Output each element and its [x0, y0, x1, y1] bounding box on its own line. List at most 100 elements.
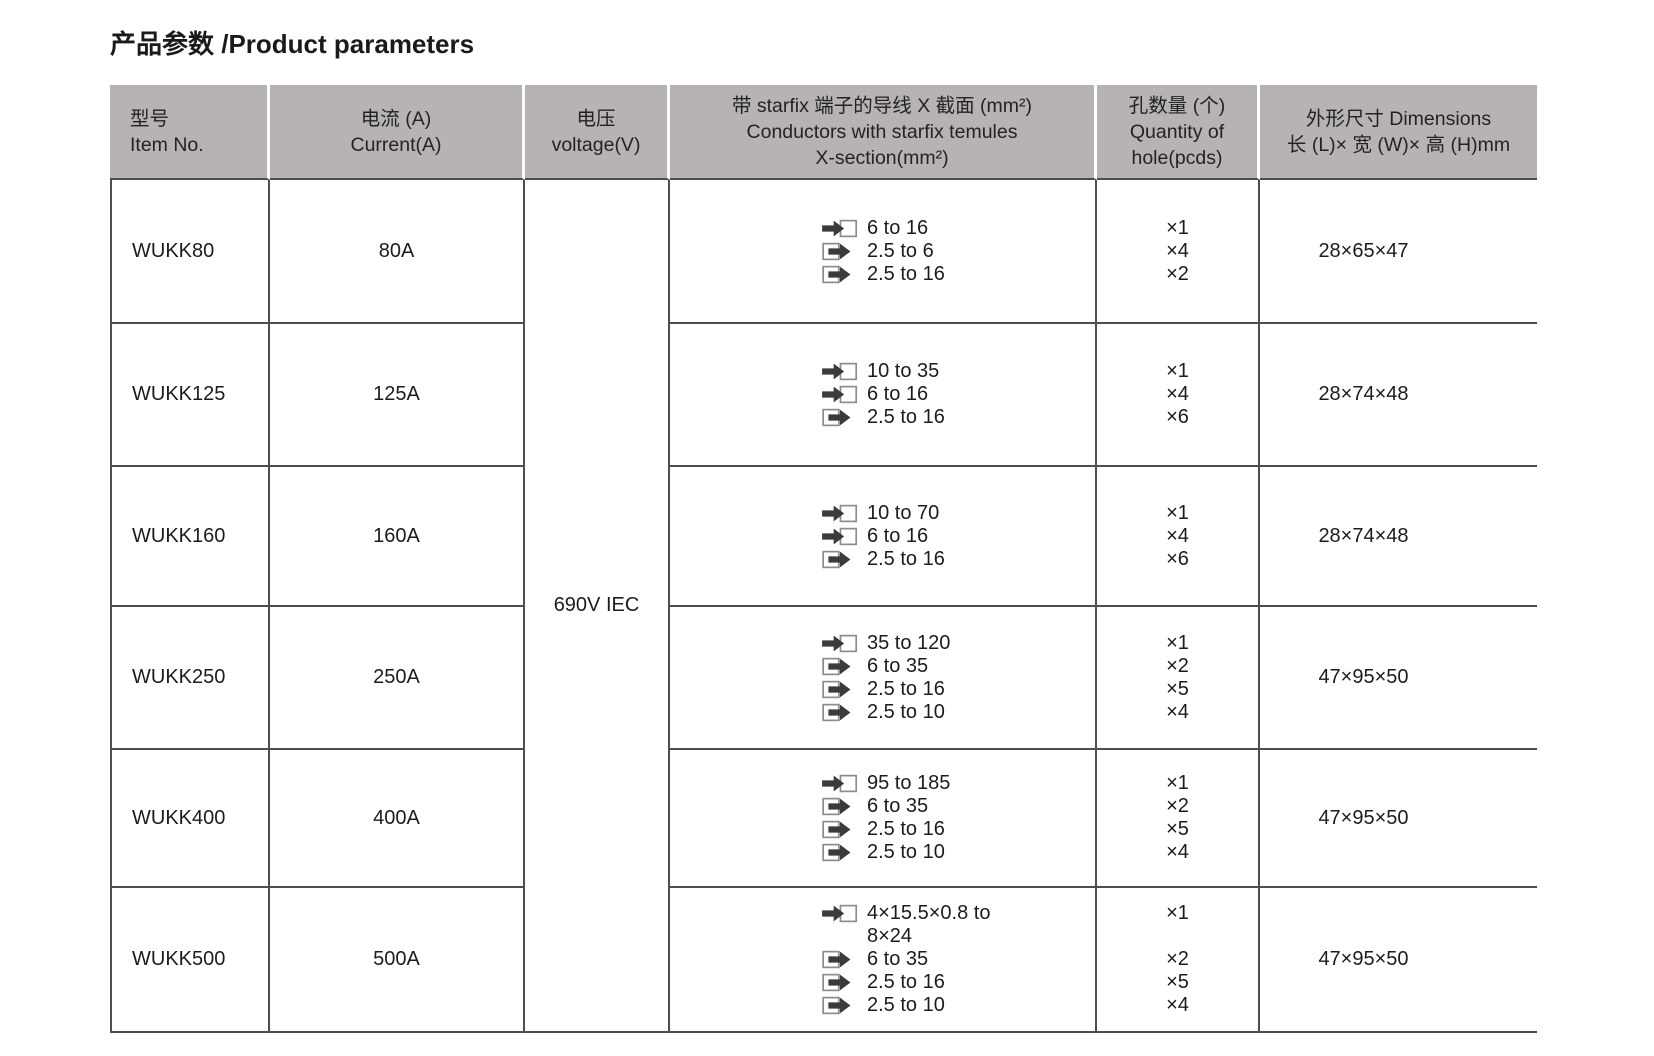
hole-quantity-value: ×2 [1166, 795, 1189, 817]
arrow-into-box-icon [822, 503, 867, 524]
box-arrow-out-icon [822, 819, 867, 840]
item-no-cell: WUKK160 [110, 467, 270, 607]
hole-quantity-value: ×6 [1166, 406, 1189, 428]
col-header-current-line: 电流 (A) [360, 107, 432, 130]
conductor-range: 10 to 35 [867, 360, 940, 382]
conductor-entry: 10 to 70 [822, 502, 939, 525]
item-no-cell: WUKK80 [110, 180, 270, 324]
conductor-range: 6 to 35 [867, 795, 929, 817]
hole-quantity-spacer [1158, 925, 1198, 948]
item-no-cell: WUKK250 [110, 607, 270, 750]
col-header-hole-quantity: 孔数量 (个) Quantity of hole(pcds) [1097, 85, 1260, 180]
conductors-cell: 4×15.5×0.8 to 8×24 6 to 35 2.5 to 16 2.5 to … [670, 888, 1097, 1033]
col-header-conductors-line: X-section(mm²) [815, 146, 949, 169]
conductor-range: 95 to 185 [867, 772, 951, 794]
conductor-entry: 6 to 16 [822, 525, 928, 548]
hole-quantity-cell: ×1 ×4 ×2 [1097, 180, 1260, 324]
box-arrow-out-icon [822, 241, 867, 262]
conductor-entry: 2.5 to 16 [822, 971, 945, 994]
hole-quantity-value: ×5 [1166, 818, 1189, 840]
hole-quantity-value: ×4 [1166, 524, 1189, 547]
conductors-cell: 95 to 185 6 to 35 2.5 to 16 2.5 to 10 [670, 750, 1097, 888]
hole-quantity-value: ×5 [1166, 677, 1189, 700]
conductor-range: 2.5 to 16 [867, 406, 945, 428]
conductor-range: 6 to 35 [867, 948, 929, 970]
dimensions-cell: 28×74×48 [1260, 324, 1537, 467]
conductors-cell: 6 to 16 2.5 to 6 2.5 to 16 [670, 180, 1097, 324]
col-header-conductors-line: 带 starfix 端子的导线 X 截面 (mm²) [731, 94, 1033, 117]
hole-quantity-value: ×1 [1166, 902, 1189, 924]
page-title: 产品参数 /Product parameters [110, 29, 475, 59]
conductor-range: 2.5 to 10 [867, 994, 945, 1016]
item-no-cell: WUKK125 [110, 324, 270, 467]
voltage-merged-cell: 690V IEC [525, 180, 670, 1033]
conductor-range: 2.5 to 16 [867, 677, 945, 700]
hole-quantity-cell: ×1 ×4 ×6 [1097, 467, 1260, 607]
current-cell: 160A [270, 467, 525, 607]
hole-quantity-value: ×6 [1166, 547, 1189, 570]
col-header-current: 电流 (A) Current(A) [270, 85, 525, 180]
hole-quantity-value: ×1 [1166, 501, 1189, 524]
dimensions-cell: 47×95×50 [1260, 750, 1537, 888]
conductor-range: 2.5 to 16 [867, 262, 945, 285]
box-arrow-out-icon [822, 842, 867, 863]
box-arrow-out-icon [822, 407, 867, 428]
conductors-cell: 10 to 70 6 to 16 2.5 to 16 [670, 467, 1097, 607]
box-arrow-out-icon [822, 995, 867, 1016]
hole-quantity-value: ×4 [1166, 841, 1189, 863]
conductor-entry: 2.5 to 16 [822, 818, 945, 841]
hole-quantity-value: ×4 [1166, 239, 1189, 262]
conductor-entry: 2.5 to 10 [822, 841, 945, 864]
hole-quantity-cell: ×1 ×2 ×5 ×4 [1097, 888, 1260, 1033]
current-cell: 500A [270, 888, 525, 1033]
hole-quantity-cell: ×1 ×4 ×6 [1097, 324, 1260, 467]
arrow-into-box-icon [822, 361, 867, 382]
hole-quantity-value: ×2 [1166, 654, 1189, 677]
conductor-range: 2.5 to 16 [867, 818, 945, 840]
hole-quantity-value: ×4 [1166, 700, 1189, 723]
arrow-into-box-icon [822, 773, 867, 794]
col-header-conductors-line: Conductors with starfix temules [746, 120, 1018, 143]
box-arrow-out-icon [822, 549, 867, 570]
box-arrow-out-icon [822, 702, 867, 723]
product-parameters-table: 型号 Item No. 电流 (A) Current(A) 电压 voltage(V) 带 … [110, 85, 1537, 1033]
item-no-cell: WUKK500 [110, 888, 270, 1033]
dimensions-cell: 28×74×48 [1260, 467, 1537, 607]
item-no-cell: WUKK400 [110, 750, 270, 888]
box-arrow-out-icon [822, 679, 867, 700]
col-header-item-no-line: 型号 [130, 107, 170, 130]
conductor-range: 2.5 to 16 [867, 547, 945, 570]
arrow-into-box-icon [822, 903, 867, 924]
conductor-range: 2.5 to 6 [867, 239, 934, 262]
hole-quantity-cell: ×1 ×2 ×5 ×4 [1097, 607, 1260, 750]
conductor-range: 6 to 16 [867, 383, 929, 405]
conductor-entry: 6 to 16 [822, 383, 928, 406]
conductor-entry: 2.5 to 6 [822, 240, 934, 263]
arrow-into-box-icon [822, 526, 867, 547]
current-cell: 250A [270, 607, 525, 750]
hole-quantity-cell: ×1 ×2 ×5 ×4 [1097, 750, 1260, 888]
col-header-voltage-line: voltage(V) [551, 133, 641, 156]
current-cell: 125A [270, 324, 525, 467]
conductors-cell: 35 to 120 6 to 35 2.5 to 16 2.5 to 10 [670, 607, 1097, 750]
conductor-entry: 35 to 120 [822, 632, 950, 655]
conductor-entry: 95 to 185 [822, 772, 950, 795]
conductor-range: 2.5 to 16 [867, 971, 945, 993]
conductor-entry: 2.5 to 16 [822, 678, 945, 701]
arrow-into-box-icon [822, 218, 867, 239]
current-cell: 400A [270, 750, 525, 888]
col-header-dimensions-line: 外形尺寸 Dimensions [1305, 107, 1492, 130]
col-header-dimensions: 外形尺寸 Dimensions 长 (L)× 宽 (W)× 高 (H)mm [1260, 85, 1537, 180]
hole-quantity-value: ×1 [1166, 216, 1189, 239]
conductor-range: 10 to 70 [867, 501, 940, 524]
conductor-range: 6 to 16 [867, 216, 929, 239]
col-header-current-line: Current(A) [350, 133, 442, 156]
conductors-cell: 10 to 35 6 to 16 2.5 to 16 [670, 324, 1097, 467]
conductor-entry: 2.5 to 10 [822, 994, 945, 1017]
col-header-item-no: 型号 Item No. [110, 85, 270, 180]
col-header-hole-quantity-line: Quantity of [1129, 120, 1225, 143]
col-header-dimensions-line: 长 (L)× 宽 (W)× 高 (H)mm [1286, 133, 1511, 156]
col-header-voltage: 电压 voltage(V) [525, 85, 670, 180]
col-header-conductors: 带 starfix 端子的导线 X 截面 (mm²) Conductors wit… [670, 85, 1097, 180]
